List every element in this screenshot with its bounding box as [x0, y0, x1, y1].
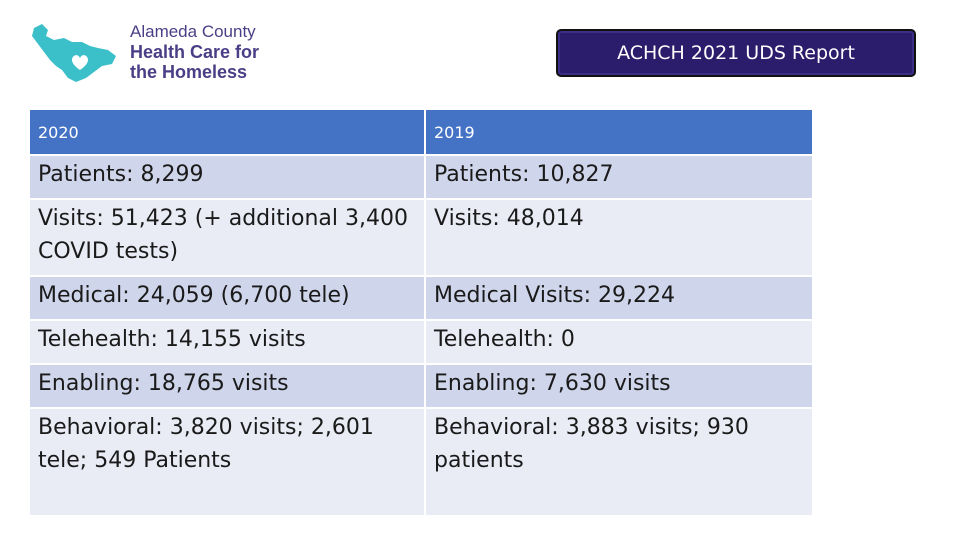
table-header-row: 2020 2019 — [28, 108, 814, 156]
table-row: Patients: 8,299 Patients: 10,827 — [28, 154, 814, 200]
logo-line-2: Health Care for — [130, 42, 260, 62]
cell-2019-patients: Patients: 10,827 — [424, 154, 814, 200]
cell-2019-visits: Visits: 48,014 — [424, 198, 814, 277]
logo-line-1: Alameda County — [130, 22, 256, 41]
cell-2020-enabling: Enabling: 18,765 visits — [28, 363, 426, 409]
cell-2020-telehealth: Telehealth: 14,155 visits — [28, 319, 426, 365]
alameda-county-map-heart-icon — [32, 24, 116, 82]
table-row: Visits: 51,423 (+ additional 3,400 COVID… — [28, 198, 814, 277]
header-2020: 2020 — [28, 108, 426, 156]
header-2019: 2019 — [424, 108, 814, 156]
cell-2020-medical: Medical: 24,059 (6,700 tele) — [28, 275, 426, 321]
uds-comparison-table: 2020 2019 Patients: 8,299 Patients: 10,8… — [28, 108, 814, 517]
table-row: Telehealth: 14,155 visits Telehealth: 0 — [28, 319, 814, 365]
table-row: Medical: 24,059 (6,700 tele) Medical Vis… — [28, 275, 814, 321]
logo: Alameda County Health Care for the Homel… — [28, 20, 288, 90]
cell-2020-visits: Visits: 51,423 (+ additional 3,400 COVID… — [28, 198, 426, 277]
cell-2019-medical: Medical Visits: 29,224 — [424, 275, 814, 321]
table-row: Behavioral: 3,820 visits; 2,601 tele; 54… — [28, 407, 814, 517]
cell-2020-patients: Patients: 8,299 — [28, 154, 426, 200]
cell-2020-behavioral: Behavioral: 3,820 visits; 2,601 tele; 54… — [28, 407, 426, 517]
table-row: Enabling: 18,765 visits Enabling: 7,630 … — [28, 363, 814, 409]
cell-2019-behavioral: Behavioral: 3,883 visits; 930 patients — [424, 407, 814, 517]
report-title: ACHCH 2021 UDS Report — [556, 29, 916, 77]
logo-text: Alameda County Health Care for the Homel… — [130, 22, 259, 82]
cell-2019-telehealth: Telehealth: 0 — [424, 319, 814, 365]
logo-line-3: the Homeless — [130, 62, 248, 82]
cell-2019-enabling: Enabling: 7,630 visits — [424, 363, 814, 409]
